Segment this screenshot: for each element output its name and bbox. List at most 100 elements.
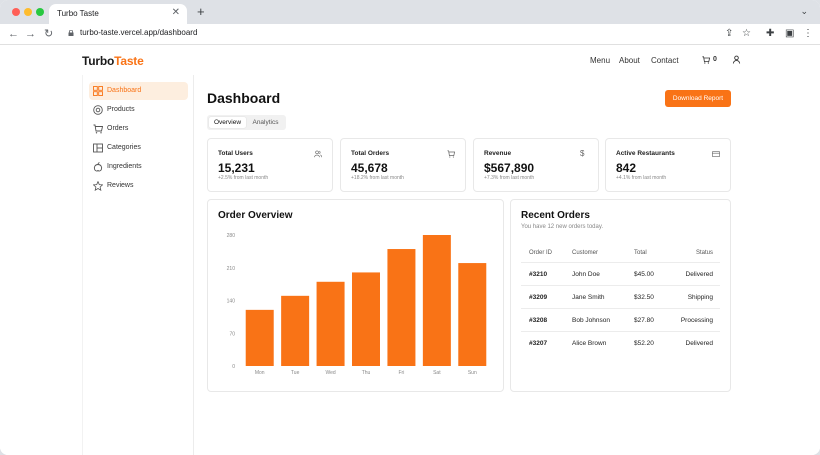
stat-card-orders: Total Orders 45,678 +18.2% from last mon…	[340, 138, 466, 192]
browser-tab[interactable]: Turbo Taste ✕	[49, 4, 187, 24]
stat-title: Total Users	[218, 150, 253, 157]
sidebar-item-categories[interactable]: Categories	[89, 139, 188, 157]
stat-change: +7.3% from last month	[484, 175, 535, 181]
bar-tue[interactable]	[281, 295, 310, 366]
browser-menu-icon[interactable]: ⋮	[803, 28, 813, 39]
sidebar-item-products[interactable]: Products	[89, 101, 188, 119]
order-customer: John Doe	[572, 271, 600, 278]
cart-count: 0	[713, 56, 717, 63]
bar-wed[interactable]	[316, 281, 345, 366]
sidebar: Dashboard Products Orders	[82, 75, 194, 455]
x-tick-label: Tue	[291, 370, 300, 376]
tab-close-icon[interactable]: ✕	[171, 7, 180, 18]
sidebar-item-label: Reviews	[107, 182, 134, 189]
bar-fri[interactable]	[387, 249, 416, 366]
address-bar[interactable]: turbo-taste.vercel.app/dashboard	[80, 28, 198, 37]
sidebar-item-ingredients[interactable]: Ingredients	[89, 158, 188, 176]
tab-strip: Turbo Taste ✕ + ⌄	[0, 0, 820, 24]
table-row[interactable]: #3208 Bob Johnson $27.80 Processing	[521, 308, 720, 331]
cart-icon	[447, 150, 455, 158]
sidebar-item-dashboard[interactable]: Dashboard	[89, 82, 188, 100]
download-report-button[interactable]: Download Report	[665, 90, 731, 107]
sidebar-item-orders[interactable]: Orders	[89, 120, 188, 138]
tab-search-icon[interactable]: ⌄	[800, 6, 808, 16]
lock-icon	[68, 30, 74, 36]
stat-card-revenue: Revenue $ $567,890 +7.3% from last month	[473, 138, 599, 192]
stat-change: +2.5% from last month	[218, 175, 269, 181]
tab-analytics[interactable]: Analytics	[252, 119, 279, 126]
sidebar-item-label: Ingredients	[107, 163, 142, 170]
order-overview-panel: Order Overview 0 70 140 210 280 Mon Tue Wed Thu F…	[207, 199, 504, 392]
order-total: $52.20	[634, 340, 654, 347]
table-row[interactable]: #3207 Alice Brown $52.20 Delivered	[521, 331, 720, 354]
stat-change: +4.1% from last month	[616, 175, 667, 181]
recent-orders-title: Recent Orders	[521, 210, 590, 221]
back-icon[interactable]: ←	[8, 28, 19, 40]
star-icon	[93, 181, 103, 191]
column-header-total: Total	[634, 250, 647, 256]
bar-thu[interactable]	[352, 272, 380, 366]
sidebar-item-label: Categories	[107, 144, 141, 151]
sidebar-item-label: Products	[107, 106, 135, 113]
order-id: #3210	[529, 271, 548, 278]
order-status: Delivered	[685, 271, 713, 278]
recent-orders-subtitle: You have 12 new orders today.	[521, 224, 604, 230]
column-header-status: Status	[695, 250, 713, 256]
nav-link-contact[interactable]: Contact	[651, 56, 679, 65]
nav-link-about[interactable]: About	[619, 56, 640, 65]
new-tab-button[interactable]: +	[197, 4, 205, 19]
extensions-icon[interactable]: ✚	[766, 28, 775, 39]
tab-title: Turbo Taste	[57, 9, 99, 18]
order-overview-chart: 0 70 140 210 280 Mon Tue Wed Thu Fri Sat Sun	[227, 233, 487, 376]
stat-change: +18.2% from last month	[351, 175, 404, 181]
table-row[interactable]: #3210 John Doe $45.00 Delivered	[521, 262, 720, 285]
minimize-window-button[interactable]	[24, 8, 32, 16]
stat-title: Active Restaurants	[616, 150, 675, 157]
tab-overview[interactable]: Overview	[209, 117, 246, 128]
order-status: Shipping	[687, 294, 713, 301]
forward-icon[interactable]: →	[25, 28, 36, 40]
bar-sat[interactable]	[422, 235, 451, 366]
page-title: Dashboard	[207, 90, 281, 106]
table-row[interactable]: #3209 Jane Smith $32.50 Shipping	[521, 285, 720, 308]
x-tick-label: Mon	[255, 370, 265, 376]
order-total: $32.50	[634, 294, 654, 301]
stat-title: Total Orders	[351, 150, 390, 157]
x-tick-label: Sun	[468, 370, 477, 376]
nav-link-menu[interactable]: Menu	[590, 56, 611, 65]
close-window-button[interactable]	[12, 8, 20, 16]
bar-mon[interactable]	[245, 309, 274, 366]
order-id: #3207	[529, 340, 548, 347]
order-status: Delivered	[685, 340, 713, 347]
stat-title: Revenue	[484, 150, 512, 157]
user-icon[interactable]	[732, 55, 741, 64]
stat-value: 15,231	[218, 161, 255, 175]
dashboard-icon	[93, 86, 103, 96]
bar-sun[interactable]	[458, 263, 487, 366]
sidebar-toggle-icon[interactable]: ▣	[785, 28, 795, 39]
logo[interactable]: TurboTaste	[82, 54, 144, 68]
cart-icon[interactable]	[702, 56, 710, 64]
order-customer: Bob Johnson	[572, 317, 610, 324]
card-icon	[712, 151, 720, 158]
y-tick-label: 140	[227, 299, 236, 305]
sidebar-item-label: Dashboard	[107, 87, 142, 94]
cart-icon	[93, 124, 103, 134]
chart-title: Order Overview	[218, 210, 293, 221]
column-header-customer: Customer	[572, 250, 599, 256]
bookmark-star-icon[interactable]: ☆	[742, 28, 751, 39]
reload-icon[interactable]: ↻	[44, 28, 54, 40]
x-tick-label: Fri	[399, 370, 405, 376]
order-customer: Jane Smith	[572, 294, 605, 301]
stat-card-restaurants: Active Restaurants 842 +4.1% from last m…	[605, 138, 731, 192]
share-icon[interactable]: ⇪	[725, 28, 734, 39]
order-total: $45.00	[634, 271, 654, 278]
x-tick-label: Sat	[433, 370, 441, 376]
stat-card-users: Total Users 15,231 +2.5% from last month	[207, 138, 333, 192]
y-tick-label: 0	[232, 364, 235, 370]
y-tick-label: 210	[227, 266, 236, 272]
maximize-window-button[interactable]	[36, 8, 44, 16]
dollar-icon: $	[580, 149, 585, 158]
sidebar-item-reviews[interactable]: Reviews	[89, 177, 188, 195]
y-tick-label: 280	[227, 233, 236, 239]
